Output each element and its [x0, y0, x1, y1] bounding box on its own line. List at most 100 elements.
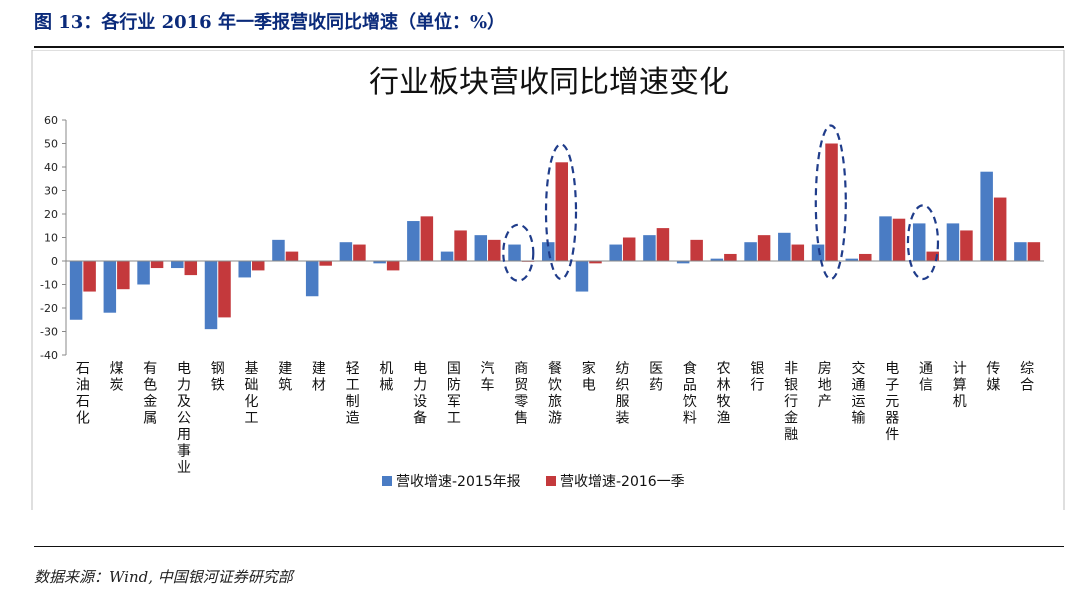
bar-series1 [171, 261, 184, 269]
top-rule [34, 46, 1064, 48]
legend-swatch [382, 476, 392, 486]
x-tick-label: 机械 [379, 361, 393, 394]
x-tick-label: 房地产 [818, 361, 832, 410]
bar-series1 [710, 258, 724, 261]
bar-series2 [454, 230, 467, 261]
x-tick-label: 电力设备 [413, 361, 427, 427]
bar-series2 [555, 162, 568, 261]
bar-series2 [859, 253, 872, 261]
bar-series1 [676, 261, 690, 264]
bar-series2 [150, 261, 164, 269]
y-tick-label: -10 [40, 279, 58, 292]
figure-caption: 图 13：各行业 2016 年一季报营收同比增速（单位：%） [34, 12, 506, 33]
x-tick-label: 建材 [312, 361, 326, 394]
highlight-ellipse [502, 223, 535, 282]
x-tick-label: 基础化工 [244, 360, 258, 427]
bottom-rule [34, 546, 1064, 547]
y-tick-label: -20 [40, 302, 58, 315]
bar-series1 [204, 261, 218, 330]
chart-frame [31, 50, 1065, 510]
bar-series1 [238, 261, 251, 278]
x-tick-label: 电子元器件 [885, 361, 899, 443]
x-tick-label: 煤炭 [110, 361, 124, 394]
legend-label: 营收增速-2015年报 [396, 474, 521, 490]
y-tick-label: 30 [44, 185, 58, 198]
x-tick-label: 商贸零售 [514, 361, 528, 427]
bar-series1 [778, 232, 791, 261]
x-tick-label: 通信 [919, 361, 933, 394]
x-tick-label: 农林牧渔 [717, 361, 731, 427]
bar-series1 [1014, 242, 1027, 261]
bar-series2 [353, 244, 366, 261]
bar-series1 [103, 261, 117, 313]
bar-series2 [218, 261, 231, 318]
y-tick-label: -30 [40, 326, 58, 339]
source-note: 数据来源：Wind, 中国银河证券研究部 [34, 568, 293, 586]
x-tick-label: 非银行金融 [784, 361, 798, 443]
bar-series2 [386, 261, 400, 271]
x-tick-label: 轻工制造 [346, 361, 360, 427]
bar-series1 [744, 242, 757, 261]
bar-series1 [946, 223, 960, 261]
bar-series1 [980, 171, 993, 261]
x-tick-label: 纺织服装 [615, 361, 629, 427]
bar-series1 [575, 261, 589, 292]
x-tick-label: 传媒 [986, 361, 1000, 394]
bar-series2 [1027, 242, 1041, 261]
legend-swatch [546, 476, 556, 486]
bar-series2 [117, 261, 130, 290]
bar-series2 [724, 253, 737, 261]
bar-series2 [622, 237, 636, 261]
bar-series2 [791, 244, 805, 261]
bar-series1 [912, 223, 926, 261]
bar-series2 [319, 261, 332, 266]
highlight-ellipse [906, 204, 940, 281]
x-tick-label: 医药 [649, 361, 663, 394]
x-tick-label: 综合 [1020, 361, 1034, 394]
bar-series1 [407, 221, 420, 261]
bar-series2 [690, 239, 703, 261]
bar-series1 [69, 261, 83, 320]
x-tick-label: 计算机 [953, 361, 967, 410]
bar-series1 [440, 251, 454, 261]
bar-series1 [508, 244, 521, 261]
x-tick-label: 石油石化 [76, 361, 90, 427]
bar-series2 [251, 261, 265, 271]
y-tick-label: 40 [44, 161, 58, 174]
y-tick-label: 60 [44, 114, 58, 127]
x-tick-label: 餐饮旅游 [548, 361, 562, 427]
x-tick-label: 国防军工 [447, 361, 461, 427]
y-tick-label: 10 [44, 232, 58, 245]
x-tick-label: 钢铁 [211, 361, 225, 394]
x-tick-label: 有色金属 [143, 361, 157, 427]
bar-series2 [83, 261, 96, 292]
bar-series1 [339, 242, 353, 261]
chart-title: 行业板块营收同比增速变化 [369, 65, 729, 100]
y-tick-label: 0 [51, 255, 58, 268]
bar-series1 [879, 216, 892, 261]
bar-series2 [892, 218, 906, 261]
x-tick-label: 电力及公用事业 [177, 361, 191, 476]
bar-chart: 行业板块营收同比增速变化 60 50 40 30 20 10 0 -10 -20 -30 -40 石油石… [31, 50, 1065, 510]
legend-label: 营收增速-2016一季 [560, 474, 685, 490]
x-tick-label: 建筑 [278, 361, 292, 394]
bar-series1 [811, 244, 825, 261]
bar-series2 [993, 197, 1007, 261]
bar-series1 [272, 239, 285, 261]
x-tick-label: 交通运输 [852, 360, 866, 427]
bar-series1 [609, 244, 622, 261]
highlight-ellipse [814, 124, 847, 281]
bar-series2 [285, 251, 299, 261]
y-tick-label: 20 [44, 208, 58, 221]
bar-series2 [184, 261, 198, 276]
highlight-ellipse [544, 143, 578, 281]
bar-series1 [474, 235, 488, 261]
bar-series2 [825, 143, 838, 261]
bar-series2 [757, 235, 771, 261]
bar-series2 [926, 251, 939, 261]
x-tick-label: 家电 [582, 360, 596, 394]
x-tick-label: 食品饮料 [683, 360, 697, 427]
bar-series1 [137, 261, 150, 285]
bar-series1 [373, 261, 386, 264]
bar-series2 [420, 216, 434, 261]
